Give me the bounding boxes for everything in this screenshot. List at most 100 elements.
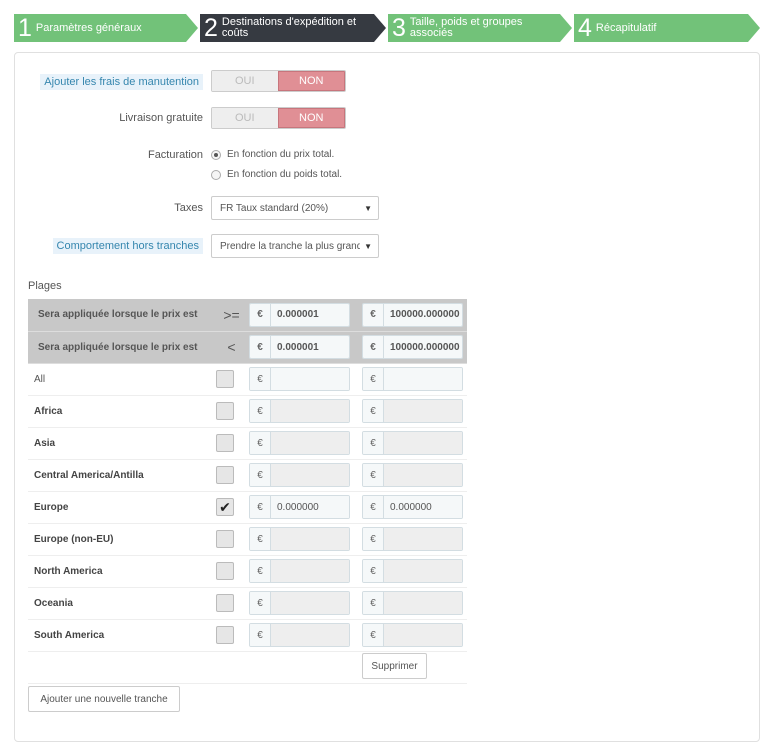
- radio-label: En fonction du poids total.: [227, 169, 343, 180]
- ranges-table: Sera appliquée lorsque le prix est >= €0…: [28, 299, 467, 684]
- step-1[interactable]: 1 Paramètres généraux: [14, 14, 198, 42]
- price-input[interactable]: €: [362, 399, 463, 423]
- billing-price-radio[interactable]: En fonction du prix total.: [211, 149, 334, 160]
- price-input[interactable]: €0.000001: [249, 335, 350, 359]
- price-value[interactable]: [271, 368, 349, 390]
- price-input[interactable]: €0.000000: [362, 495, 463, 519]
- range-operator: <: [214, 331, 249, 364]
- price-value[interactable]: [384, 624, 462, 646]
- free-shipping-yes[interactable]: OUI: [212, 108, 278, 128]
- price-value[interactable]: 0.000000: [384, 496, 462, 518]
- price-value[interactable]: [384, 400, 462, 422]
- radio-icon: [211, 169, 221, 180]
- billing-weight-radio[interactable]: En fonction du poids total.: [211, 169, 342, 180]
- zone-name: Central America/Antilla: [28, 459, 214, 492]
- handling-switch[interactable]: OUI NON: [211, 70, 346, 92]
- range-bound-row: Sera appliquée lorsque le prix est < €0.…: [28, 331, 467, 364]
- price-value[interactable]: [384, 560, 462, 582]
- price-value[interactable]: [384, 464, 462, 486]
- price-input[interactable]: €0.000001: [249, 302, 350, 327]
- currency-addon: €: [250, 624, 271, 646]
- zone-checkbox[interactable]: [216, 402, 234, 420]
- price-input[interactable]: €100000.000000: [362, 335, 463, 359]
- zone-checkbox[interactable]: [216, 434, 234, 452]
- zone-name: South America: [28, 619, 214, 652]
- zone-row: Europe ✔ €0.000000 €0.000000: [28, 491, 467, 524]
- zone-name: Asia: [28, 427, 214, 460]
- price-input[interactable]: €: [249, 591, 350, 615]
- price-value[interactable]: [384, 592, 462, 614]
- price-value[interactable]: [271, 592, 349, 614]
- price-input[interactable]: €: [249, 463, 350, 487]
- currency-addon: €: [363, 432, 384, 454]
- zone-checkbox[interactable]: [216, 370, 234, 388]
- handling-yes[interactable]: OUI: [212, 71, 278, 91]
- price-value[interactable]: [271, 400, 349, 422]
- step-number: 1: [18, 14, 32, 42]
- price-input[interactable]: €100000.000000: [362, 302, 463, 327]
- price-value[interactable]: [271, 432, 349, 454]
- price-value[interactable]: [271, 528, 349, 550]
- price-input[interactable]: €: [362, 623, 463, 647]
- step-4[interactable]: 4 Récapitulatif: [574, 14, 760, 42]
- checkmark-icon: ✔: [219, 498, 231, 515]
- price-value[interactable]: [271, 560, 349, 582]
- handling-no[interactable]: NON: [277, 71, 345, 91]
- price-input[interactable]: €: [362, 559, 463, 583]
- price-value[interactable]: [271, 464, 349, 486]
- currency-addon: €: [363, 624, 384, 646]
- delete-range-button[interactable]: Supprimer: [362, 653, 427, 679]
- price-input[interactable]: €: [249, 399, 350, 423]
- out-of-range-label: Comportement hors tranches: [52, 238, 203, 254]
- price-value[interactable]: 100000.000000: [384, 336, 462, 358]
- price-input[interactable]: €: [249, 431, 350, 455]
- add-range-button[interactable]: Ajouter une nouvelle tranche: [28, 686, 180, 712]
- price-input[interactable]: €0.000000: [249, 495, 350, 519]
- taxes-select[interactable]: FR Taux standard (20%) ▼: [211, 196, 379, 220]
- price-input[interactable]: €: [249, 367, 350, 391]
- price-value[interactable]: 0.000001: [271, 303, 349, 326]
- zone-row: Asia € €: [28, 427, 467, 460]
- price-value[interactable]: 100000.000000: [384, 303, 462, 326]
- price-input[interactable]: €: [362, 431, 463, 455]
- free-shipping-no[interactable]: NON: [277, 108, 345, 128]
- ranges-title: Plages: [28, 280, 62, 292]
- range-operator: >=: [214, 299, 249, 332]
- price-value[interactable]: [271, 624, 349, 646]
- zone-name: Africa: [28, 395, 214, 428]
- step-number: 2: [204, 14, 218, 42]
- zone-checkbox[interactable]: [216, 530, 234, 548]
- currency-addon: €: [250, 368, 271, 390]
- price-value[interactable]: [384, 368, 462, 390]
- price-input[interactable]: €: [249, 527, 350, 551]
- currency-addon: €: [363, 303, 384, 326]
- price-value[interactable]: [384, 528, 462, 550]
- currency-addon: €: [363, 528, 384, 550]
- zone-checkbox[interactable]: [216, 626, 234, 644]
- zone-checkbox[interactable]: ✔: [216, 498, 234, 516]
- price-input[interactable]: €: [362, 463, 463, 487]
- price-input[interactable]: €: [362, 527, 463, 551]
- price-value[interactable]: [384, 432, 462, 454]
- price-input[interactable]: €: [362, 367, 463, 391]
- zone-row: South America € €: [28, 619, 467, 652]
- out-of-range-select[interactable]: Prendre la tranche la plus grande ▼: [211, 234, 379, 258]
- price-value[interactable]: 0.000001: [271, 336, 349, 358]
- currency-addon: €: [250, 432, 271, 454]
- price-input[interactable]: €: [362, 591, 463, 615]
- currency-addon: €: [250, 528, 271, 550]
- zone-checkbox[interactable]: [216, 466, 234, 484]
- step-label: Taille, poids et groupes associés: [409, 16, 523, 39]
- currency-addon: €: [363, 464, 384, 486]
- price-input[interactable]: €: [249, 559, 350, 583]
- free-shipping-switch[interactable]: OUI NON: [211, 107, 346, 129]
- free-shipping-label: Livraison gratuite: [119, 112, 203, 124]
- caret-down-icon: ▼: [364, 241, 372, 251]
- zone-checkbox[interactable]: [216, 594, 234, 612]
- price-input[interactable]: €: [249, 623, 350, 647]
- zone-checkbox[interactable]: [216, 562, 234, 580]
- step-2[interactable]: 2 Destinations d'expédition et coûts: [200, 14, 386, 42]
- price-value[interactable]: 0.000000: [271, 496, 349, 518]
- step-3[interactable]: 3 Taille, poids et groupes associés: [388, 14, 572, 42]
- currency-addon: €: [250, 400, 271, 422]
